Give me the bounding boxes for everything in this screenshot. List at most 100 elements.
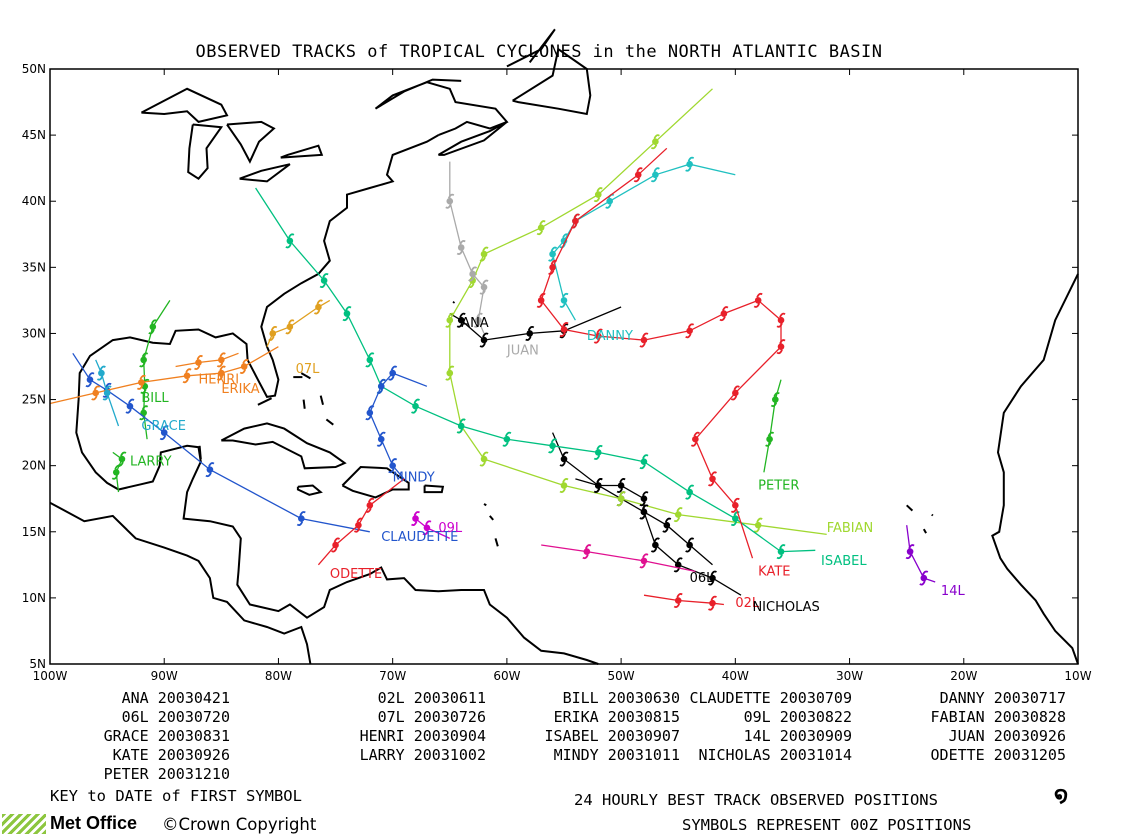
hurricane-symbol bbox=[296, 511, 306, 527]
hurricane-symbol bbox=[919, 570, 929, 586]
legend-entry: LARRY 20031002 bbox=[359, 746, 486, 764]
hurricane-symbol bbox=[216, 352, 226, 368]
hurricane-symbol bbox=[473, 312, 483, 328]
hurricane-symbol bbox=[753, 292, 763, 308]
y-tick-label: 40N bbox=[22, 194, 46, 208]
hurricane-symbol bbox=[639, 504, 649, 520]
hurricane-symbol bbox=[776, 544, 786, 560]
hurricane-symbol bbox=[776, 312, 786, 328]
hurricane-symbol bbox=[365, 352, 375, 368]
storm-label: NICHOLAS bbox=[752, 600, 819, 615]
hurricane-symbol bbox=[582, 544, 592, 560]
hurricane-symbol bbox=[673, 593, 683, 608]
hurricane-symbol bbox=[525, 325, 535, 341]
hurricane-symbol bbox=[136, 374, 146, 390]
hurricane-symbol bbox=[502, 431, 512, 447]
storm-label: HENRI bbox=[198, 373, 239, 388]
storm-label: 09L bbox=[438, 521, 463, 536]
hurricane-symbol bbox=[639, 553, 649, 569]
storm-label: 07L bbox=[296, 362, 321, 377]
hurricane-symbol bbox=[673, 557, 683, 573]
coastline-segment bbox=[325, 418, 334, 426]
hurricane-symbol bbox=[239, 359, 249, 374]
y-tick-label: 35N bbox=[22, 260, 46, 274]
hurricane-symbol bbox=[753, 517, 763, 533]
storm-label: FABIAN bbox=[827, 521, 874, 536]
hurricane-symbol bbox=[193, 355, 203, 370]
map-frame bbox=[49, 68, 1079, 665]
hurricane-symbol bbox=[559, 478, 569, 493]
hurricane-symbol bbox=[730, 385, 740, 401]
hurricane-symbol bbox=[159, 425, 169, 441]
hurricane-symbol bbox=[216, 365, 226, 381]
logo-stripes-icon bbox=[2, 814, 46, 835]
hurricane-symbol bbox=[479, 279, 489, 295]
hurricane-symbol bbox=[365, 497, 375, 513]
legend-entry: ISABEL 20030907 bbox=[544, 727, 680, 745]
coastline-segment bbox=[198, 445, 202, 460]
coastline-segment bbox=[187, 123, 224, 181]
hurricane-symbol bbox=[639, 491, 649, 507]
x-tick-label: 30W bbox=[836, 669, 863, 683]
hurricane-symbol bbox=[639, 454, 649, 470]
hurricane-symbol bbox=[690, 431, 700, 447]
hurricane-symbol bbox=[479, 451, 489, 467]
storm-label: BILL bbox=[141, 391, 169, 406]
hurricane-symbol bbox=[633, 167, 643, 183]
legend-column: 02L 20030611 07L 20030726 HENRI 20030904 LA… bbox=[286, 689, 486, 765]
hurricane-symbol bbox=[422, 520, 432, 536]
hurricane-symbol bbox=[673, 507, 683, 523]
storm-label: 06L bbox=[690, 571, 715, 586]
hurricane-symbol bbox=[285, 233, 295, 249]
key-note: KEY to DATE of FIRST SYMBOL bbox=[50, 787, 302, 805]
coastline-segment bbox=[140, 87, 229, 123]
hurricane-symbol bbox=[707, 471, 717, 487]
hurricane-symbol bbox=[650, 537, 660, 553]
legend-entry: ERIKA 20030815 bbox=[553, 708, 680, 726]
storm-label: MINDY bbox=[393, 471, 435, 486]
coastline-segment bbox=[239, 163, 291, 183]
coastline-segment bbox=[506, 28, 556, 68]
x-tick-label: 50W bbox=[608, 669, 635, 683]
coastlines bbox=[49, 28, 1079, 665]
hurricane-symbol bbox=[376, 431, 386, 447]
track-line bbox=[763, 379, 782, 473]
x-tick-label: 90W bbox=[151, 669, 178, 683]
x-tick-label: 40W bbox=[722, 669, 749, 683]
hurricane-symbol bbox=[770, 392, 780, 408]
legend-entry: CLAUDETTE 20030709 bbox=[689, 689, 852, 707]
hurricane-symbol bbox=[85, 372, 95, 388]
coastline-segment bbox=[75, 134, 599, 665]
hurricane-symbol bbox=[111, 464, 121, 480]
hurricane-symbol bbox=[593, 444, 603, 460]
legend-entry: MINDY 20031011 bbox=[553, 746, 680, 764]
storm-label: ANA bbox=[461, 316, 489, 331]
hurricane-symbol bbox=[639, 332, 649, 348]
hurricane-symbol bbox=[559, 322, 569, 337]
legend-entry: HENRI 20030904 bbox=[359, 727, 486, 745]
hurricane-symbol bbox=[707, 595, 717, 611]
coastline-segment bbox=[437, 121, 508, 156]
hurricane-symbol-icon: ໑ bbox=[1054, 783, 1069, 808]
x-tick-label: 10W bbox=[1064, 669, 1091, 683]
y-tick-label: 10N bbox=[22, 591, 46, 605]
coastline-segment bbox=[300, 372, 311, 380]
legend-entry: DANNY 20030717 bbox=[939, 689, 1066, 707]
storm-label: DANNY bbox=[587, 329, 633, 344]
track-line bbox=[643, 594, 724, 606]
hurricane-symbol bbox=[685, 484, 695, 500]
axis-ticks: 100W 90W 80W 70W 60W 50W 40W 30W 20W 10W 50N 45N 40N… bbox=[22, 62, 1092, 683]
storm-label: KATE bbox=[758, 564, 790, 579]
coastline-segment bbox=[423, 484, 445, 494]
hurricane-symbol bbox=[313, 299, 323, 315]
hurricane-symbol bbox=[662, 517, 672, 533]
track-line bbox=[551, 163, 736, 321]
legend-entry: JUAN 20030926 bbox=[948, 727, 1066, 745]
coastline-segment bbox=[296, 484, 323, 496]
coastline-segment bbox=[226, 120, 276, 164]
storm-label: JUAN bbox=[506, 344, 539, 359]
coastline-segment bbox=[302, 399, 306, 409]
storm-label: LARRY bbox=[130, 455, 172, 470]
legend-entry: 14L 20030909 bbox=[743, 727, 852, 745]
coastline-segment bbox=[257, 397, 273, 406]
